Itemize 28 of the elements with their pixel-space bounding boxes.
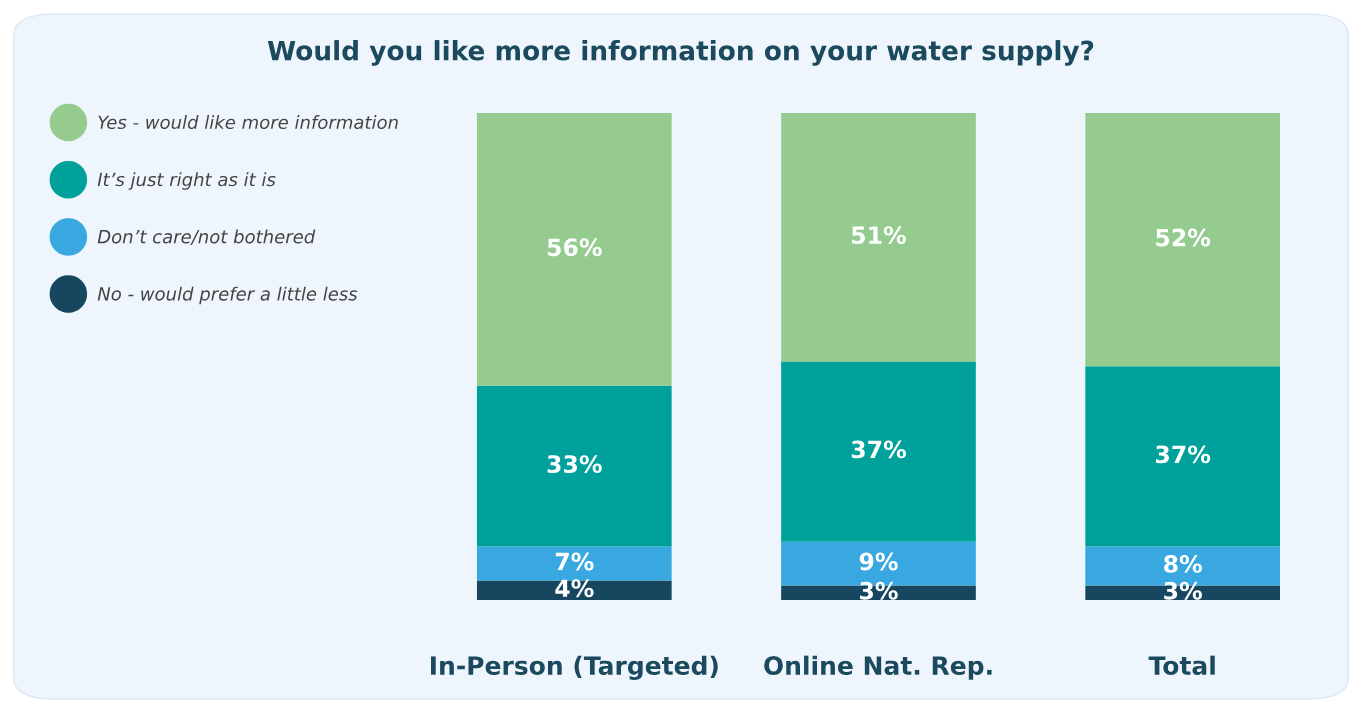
legend-label: Yes - would like more information bbox=[98, 115, 398, 130]
chart-title: Would you like more information on your water supply? bbox=[267, 40, 1094, 66]
bar bbox=[1085, 366, 1281, 547]
bar bbox=[476, 546, 672, 581]
data-label: 8% bbox=[1164, 554, 1202, 573]
x-tick-label: Total bbox=[1148, 655, 1215, 676]
bar bbox=[1085, 112, 1281, 367]
legend-label: Don’t care/not bothered bbox=[97, 229, 316, 245]
data-label: 3% bbox=[1164, 581, 1202, 600]
data-label: 37% bbox=[1155, 445, 1211, 464]
data-label: 7% bbox=[555, 552, 594, 571]
x-tick-label: Online Nat. Rep. bbox=[764, 655, 992, 680]
data-label: 9% bbox=[859, 552, 898, 571]
bar bbox=[781, 361, 976, 542]
data-label: 56% bbox=[547, 238, 602, 257]
bar bbox=[476, 112, 672, 386]
legend-label: It’s just right as it is bbox=[97, 172, 276, 190]
bar bbox=[781, 112, 976, 362]
x-tick-label: In-Person (Targeted) bbox=[431, 655, 718, 681]
data-label: 52% bbox=[1156, 228, 1211, 247]
data-label: 3% bbox=[860, 581, 898, 600]
data-label: 51% bbox=[852, 226, 906, 245]
data-label: 4% bbox=[555, 579, 594, 598]
legend-label: No - would prefer a little less bbox=[97, 286, 358, 305]
data-label: 37% bbox=[851, 440, 906, 459]
bar bbox=[476, 580, 672, 601]
bar bbox=[476, 385, 672, 547]
data-label: 33% bbox=[547, 455, 602, 473]
